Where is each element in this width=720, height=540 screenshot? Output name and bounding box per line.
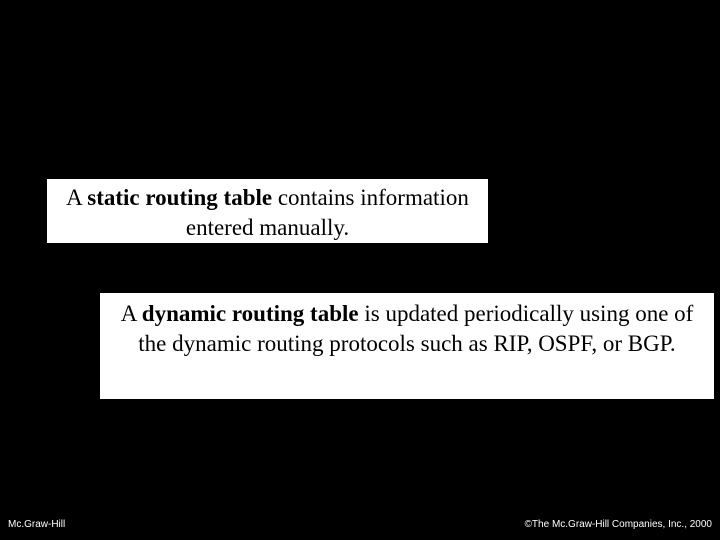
footer-right: ©The Mc.Graw-Hill Companies, Inc., 2000	[525, 519, 712, 530]
dynamic-routing-box: A dynamic routing table is updated perio…	[100, 293, 714, 399]
box1-bold: static routing table	[87, 185, 272, 210]
box2-prefix: A	[121, 301, 142, 326]
footer-left: Mc.Graw-Hill	[8, 519, 65, 530]
static-routing-box: A static routing table contains informat…	[44, 176, 491, 246]
box2-bold: dynamic routing table	[142, 301, 359, 326]
box1-prefix: A	[66, 185, 87, 210]
